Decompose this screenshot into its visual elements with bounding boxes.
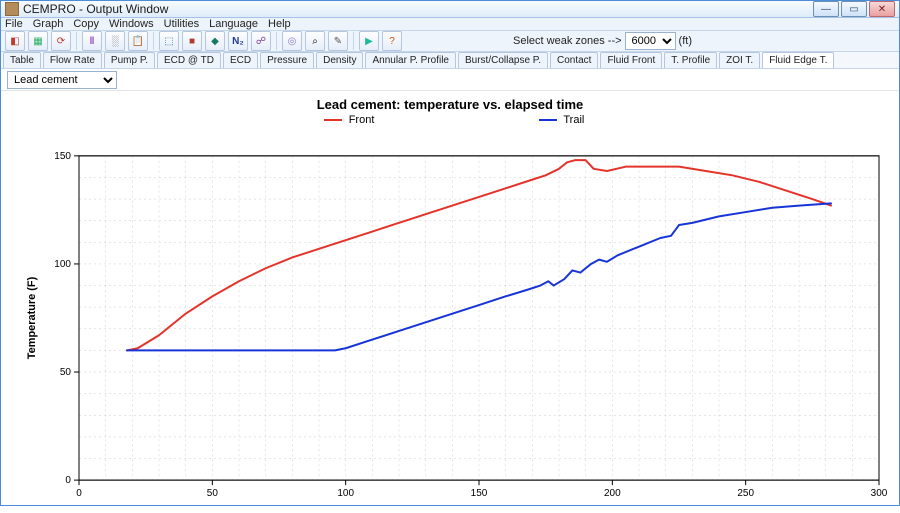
menu-copy[interactable]: Copy [73,18,99,30]
chart-area: Lead cement: temperature vs. elapsed tim… [1,91,899,513]
svg-text:0: 0 [76,488,82,499]
menu-file[interactable]: File [5,18,23,30]
toolbar: ◧ ▦ ⟳ ‖ ░ 📋 ⬚ ■ ◆ N₂ ☍ ◎ ⌕ ✎ ▶ ? Select … [1,31,899,52]
tab-ecd-td[interactable]: ECD @ TD [157,52,221,68]
tb-btn-8[interactable]: ■ [182,31,202,51]
legend-swatch-front [324,119,342,121]
svg-text:50: 50 [207,488,219,499]
series-selector-bar: Lead cement [1,69,899,91]
tb-btn-10[interactable]: ☍ [251,31,271,51]
menu-utilities[interactable]: Utilities [164,18,199,30]
legend-label-trail: Trail [563,114,584,126]
svg-text:Temperature (F): Temperature (F) [26,276,38,359]
tb-btn-2[interactable]: ▦ [28,31,48,51]
svg-text:100: 100 [54,259,71,270]
window-title: CEMPRO - Output Window [23,2,813,16]
svg-text:100: 100 [337,488,354,499]
legend-label-front: Front [349,114,375,126]
tab-pump-p-[interactable]: Pump P. [104,52,155,68]
tab-zoi-t-[interactable]: ZOI T. [719,52,760,68]
tb-btn-13[interactable]: ✎ [328,31,348,51]
chart-title: Lead cement: temperature vs. elapsed tim… [11,97,889,112]
tab-density[interactable]: Density [316,52,363,68]
chart-legend: Front Trail [11,114,889,126]
tb-btn-11[interactable]: ◎ [282,31,302,51]
tab-contact[interactable]: Contact [550,52,598,68]
tb-btn-n2[interactable]: N₂ [228,31,248,51]
chart-svg: 050100150200250300050100150Elapsed time … [11,128,889,502]
menu-windows[interactable]: Windows [109,18,154,30]
weak-zones-select[interactable]: 6000 [625,32,676,50]
window-controls: — ▭ ✕ [813,1,895,17]
app-window: { "window": { "title": "CEMPRO - Output … [0,0,900,506]
maximize-button[interactable]: ▭ [841,1,867,17]
tab-table[interactable]: Table [3,52,41,68]
menu-bar: File Graph Copy Windows Utilities Langua… [1,18,899,31]
tb-btn-1[interactable]: ◧ [5,31,25,51]
tb-btn-12[interactable]: ⌕ [305,31,325,51]
svg-text:250: 250 [737,488,754,499]
weak-zones-unit: (ft) [679,35,692,47]
tab-fluid-edge-t-[interactable]: Fluid Edge T. [762,52,834,68]
tab-fluid-front[interactable]: Fluid Front [600,52,662,68]
close-button[interactable]: ✕ [869,1,895,17]
svg-text:0: 0 [65,475,71,486]
svg-text:150: 150 [471,488,488,499]
legend-swatch-trail [539,119,557,121]
output-tabs: TableFlow RatePump P.ECD @ TDECDPressure… [1,52,899,69]
svg-text:150: 150 [54,151,71,162]
tb-btn-5[interactable]: ░ [105,31,125,51]
tb-btn-6[interactable]: 📋 [128,31,148,51]
tab-annular-p-profile[interactable]: Annular P. Profile [365,52,456,68]
tab-burst-collapse-p-[interactable]: Burst/Collapse P. [458,52,548,68]
tb-btn-14[interactable]: ▶ [359,31,379,51]
tb-btn-3[interactable]: ⟳ [51,31,71,51]
minimize-button[interactable]: — [813,1,839,17]
svg-text:200: 200 [604,488,621,499]
tab-flow-rate[interactable]: Flow Rate [43,52,102,68]
tb-btn-15[interactable]: ? [382,31,402,51]
menu-help[interactable]: Help [268,18,291,30]
weak-zones-label: Select weak zones --> [513,35,622,47]
tb-btn-4[interactable]: ‖ [82,31,102,51]
menu-language[interactable]: Language [209,18,258,30]
svg-text:300: 300 [871,488,888,499]
app-icon [5,2,19,16]
tab-pressure[interactable]: Pressure [260,52,314,68]
title-bar: CEMPRO - Output Window — ▭ ✕ [1,1,899,18]
tb-btn-9[interactable]: ◆ [205,31,225,51]
svg-text:50: 50 [60,367,72,378]
tb-btn-7[interactable]: ⬚ [159,31,179,51]
series-combo[interactable]: Lead cement [7,71,117,89]
tab-t-profile[interactable]: T. Profile [664,52,717,68]
tab-ecd[interactable]: ECD [223,52,258,68]
menu-graph[interactable]: Graph [33,18,64,30]
